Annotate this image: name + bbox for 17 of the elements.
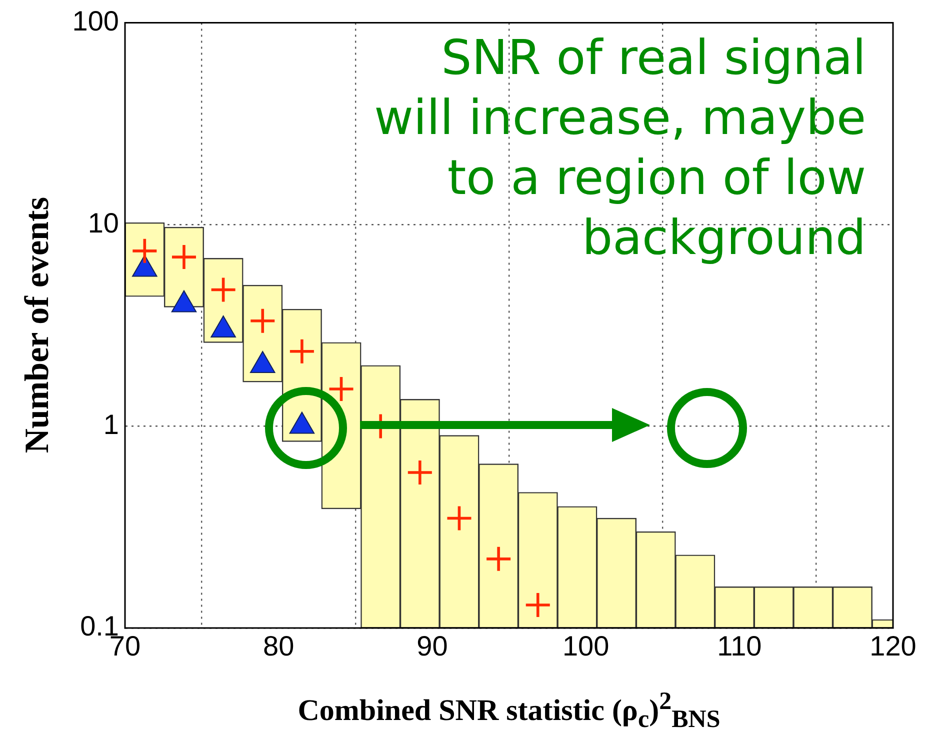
x-tick-label: 100 (562, 630, 610, 662)
point (486, 546, 511, 571)
annotation: SNR of real signal will increase, maybe to a region of low background (374, 29, 866, 268)
point (526, 593, 550, 618)
point (408, 460, 432, 484)
x-tick-label: 110 (717, 630, 762, 662)
y-tick-label: 10 (88, 207, 119, 238)
point (290, 339, 314, 364)
y-tick-label: 1 (103, 408, 119, 440)
y-tick-label: 100 (72, 6, 119, 37)
point (447, 506, 472, 530)
x-tick-label: 120 (870, 630, 916, 662)
point (329, 377, 354, 402)
y-axis-title: Number of events (19, 196, 57, 454)
x-tick-label: 80 (263, 630, 294, 662)
x-tick-label: 90 (416, 630, 448, 662)
point (250, 308, 275, 333)
